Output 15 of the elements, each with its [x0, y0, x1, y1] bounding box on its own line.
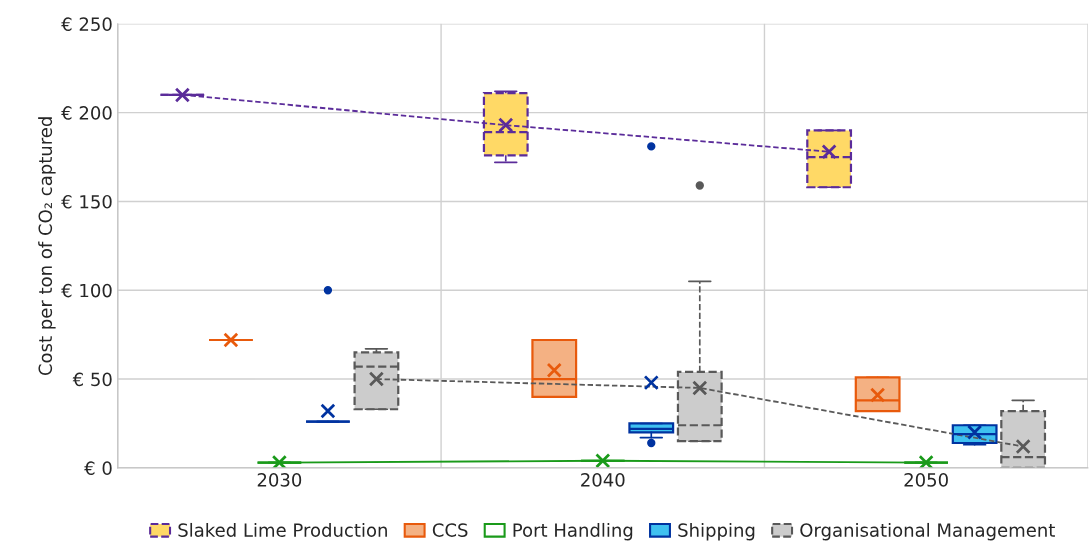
legend-label: Organisational Management [800, 522, 1055, 541]
y-tick-label: € 150 [61, 194, 112, 209]
legend-label: Slaked Lime Production [178, 522, 387, 537]
y-axis-title: Cost per ton of CO₂ captured [38, 117, 56, 376]
legend-label: Shipping [678, 522, 755, 541]
legend-label: CCS [432, 523, 468, 537]
y-tick-label: € 50 [72, 372, 112, 387]
y-tick-label: € 250 [61, 17, 112, 31]
y-tick-label: € 200 [61, 106, 112, 120]
legend-label: Port Handling [513, 522, 633, 541]
y-tick-label: € 100 [61, 283, 112, 298]
x-tick-label: 2050 [904, 473, 948, 487]
x-tick-label: 2030 [257, 473, 302, 487]
x-tick-label: 2040 [581, 473, 625, 487]
y-tick-label: € 0 [84, 461, 112, 475]
